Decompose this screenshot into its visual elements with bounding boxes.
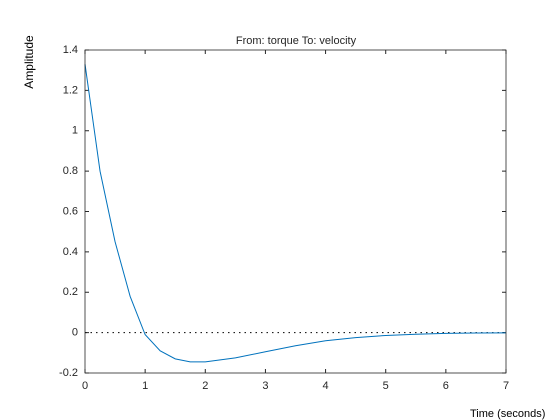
y-tick-label: 0.8	[63, 165, 78, 177]
y-tick-label: 1	[72, 125, 78, 137]
x-tick-label: 3	[262, 380, 268, 392]
chart-title: From: torque To: velocity	[236, 35, 357, 47]
data-line	[84, 64, 507, 363]
x-tick-label: 1	[142, 380, 148, 392]
y-tick-label: 1.4	[63, 44, 78, 56]
y-tick-label: -0.2	[59, 367, 78, 379]
y-tick-label: 1.2	[63, 84, 78, 96]
y-tick-label: 0.2	[63, 286, 78, 298]
x-tick-label: 7	[503, 380, 509, 392]
y-tick-label: 0	[72, 327, 78, 339]
x-axis-label: Time (seconds)	[470, 408, 545, 420]
plot-box	[84, 49, 507, 374]
x-tick-label: 5	[383, 380, 389, 392]
y-tick-label: 0.4	[63, 246, 78, 258]
x-tick-label: 2	[202, 380, 208, 392]
y-tick-label: 0.6	[63, 205, 78, 217]
x-tick-label: 0	[82, 380, 88, 392]
x-tick-label: 6	[443, 380, 449, 392]
y-axis-label: Amplitude	[22, 35, 36, 89]
x-tick-label: 4	[323, 380, 329, 392]
